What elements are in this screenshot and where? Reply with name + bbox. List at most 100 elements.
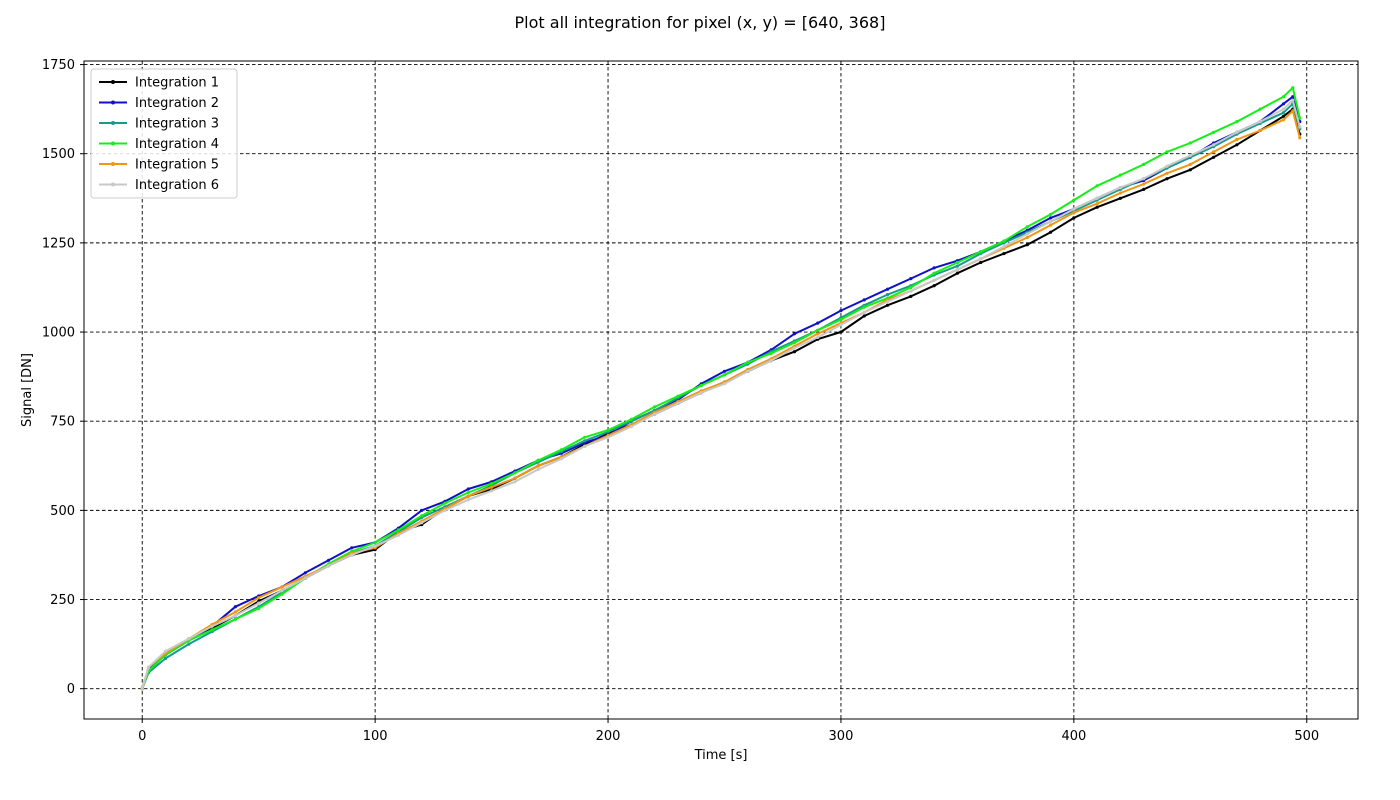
data-point	[559, 457, 564, 461]
data-point	[885, 287, 890, 291]
legend-label: Integration 5	[135, 158, 219, 173]
data-point	[1212, 143, 1216, 147]
data-point	[280, 592, 284, 596]
data-point	[1049, 223, 1053, 227]
data-point	[1165, 177, 1169, 181]
data-point	[583, 435, 587, 439]
data-point	[955, 264, 960, 268]
legend-swatch-marker	[111, 141, 115, 146]
data-point	[955, 268, 960, 272]
data-point	[233, 614, 237, 618]
data-point	[1095, 184, 1099, 188]
x-axis-label: Time [s]	[694, 748, 748, 763]
y-tick-label: 1000	[42, 326, 75, 341]
y-tick-label: 500	[50, 504, 75, 519]
legend: Integration 1 Integration 2 Integration 3 I…	[90, 68, 238, 199]
legend-swatch-marker	[111, 182, 115, 187]
axis-ticks: 0 100 200 300 400 500 0 250 500 750 1000 1250 1500 17…	[42, 58, 1319, 744]
data-point	[1049, 230, 1053, 234]
data-point	[1235, 137, 1239, 142]
data-point	[885, 293, 890, 297]
data-point	[1025, 232, 1029, 236]
data-point	[350, 553, 354, 557]
data-point	[769, 351, 773, 355]
data-point	[839, 318, 843, 322]
data-point	[955, 260, 960, 265]
data-point	[1281, 118, 1286, 122]
data-point	[327, 558, 331, 562]
series-line	[141, 109, 1301, 689]
data-point	[536, 464, 540, 468]
legend-swatch-marker	[111, 80, 115, 84]
data-point	[583, 439, 587, 443]
data-point	[1235, 130, 1239, 134]
data-point	[979, 260, 983, 265]
data-point	[1118, 196, 1122, 200]
data-point	[932, 271, 936, 275]
data-point	[1002, 239, 1006, 243]
data-point	[839, 330, 843, 334]
data-point	[1118, 191, 1122, 195]
data-point	[1291, 109, 1295, 113]
data-point	[513, 480, 517, 484]
legend-item: Integration 3	[99, 117, 219, 132]
data-point	[792, 350, 797, 354]
x-tick-label: 300	[829, 729, 854, 744]
data-point	[1095, 205, 1099, 209]
x-tick-label: 500	[1294, 729, 1319, 744]
data-point	[420, 508, 424, 512]
data-point	[816, 335, 820, 339]
data-point	[466, 494, 470, 498]
data-point	[1165, 150, 1169, 154]
data-point	[1291, 86, 1295, 90]
data-point	[792, 332, 797, 336]
data-point	[885, 300, 890, 304]
data-point	[909, 285, 913, 290]
data-point	[187, 637, 191, 641]
data-point	[257, 606, 261, 611]
data-point	[1095, 202, 1099, 206]
data-point	[303, 571, 307, 575]
series-lines	[140, 86, 1302, 691]
data-point	[1188, 141, 1192, 145]
data-point	[210, 628, 214, 632]
x-tick-label: 200	[596, 729, 621, 744]
data-point	[1002, 244, 1006, 249]
series-line	[141, 86, 1301, 690]
data-point	[233, 605, 237, 609]
data-point	[1025, 225, 1029, 229]
data-point	[146, 665, 151, 669]
data-point	[653, 412, 657, 416]
series-1	[140, 107, 1302, 691]
plot-frame	[83, 60, 1359, 720]
legend-swatch-marker	[111, 100, 115, 105]
legend-item: Integration 2	[99, 96, 219, 111]
data-point	[140, 687, 144, 691]
data-point	[187, 642, 191, 646]
legend-label: Integration 3	[135, 117, 219, 132]
data-point	[909, 289, 913, 293]
data-point	[1165, 171, 1169, 175]
data-point	[839, 309, 843, 313]
data-point	[722, 373, 727, 377]
data-point	[163, 649, 168, 653]
data-point	[932, 278, 936, 282]
data-point	[1072, 198, 1076, 202]
data-point	[1281, 95, 1286, 99]
data-point	[816, 332, 820, 336]
data-point	[909, 277, 913, 281]
data-point	[396, 533, 400, 537]
data-point	[1212, 155, 1216, 159]
x-tick-label: 400	[1061, 729, 1086, 744]
legend-item: Integration 6	[99, 178, 219, 193]
data-point	[1298, 125, 1302, 129]
data-point	[1072, 216, 1076, 220]
legend-label: Integration 4	[135, 137, 219, 152]
data-point	[1188, 153, 1192, 158]
data-point	[629, 425, 633, 429]
data-point	[1165, 164, 1169, 168]
data-point	[1049, 216, 1053, 220]
data-point	[303, 576, 307, 580]
data-point	[862, 298, 866, 302]
